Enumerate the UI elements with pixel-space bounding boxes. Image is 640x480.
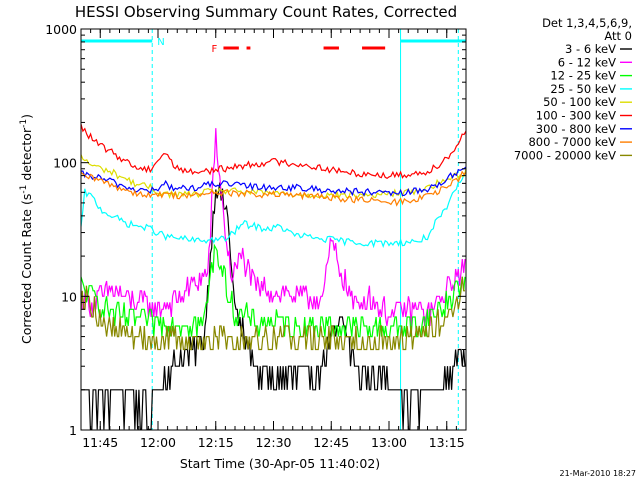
series-line — [81, 170, 466, 207]
x-tick-label: 11:45 — [82, 435, 118, 450]
y-tick-label: 100 — [53, 156, 77, 171]
legend-header-attenuator: Att 0 — [604, 29, 632, 43]
legend-label: 800 - 7000 keV — [528, 135, 616, 149]
series-line — [81, 182, 466, 430]
series-line — [81, 128, 466, 327]
legend-label: 12 - 25 keV — [550, 69, 616, 83]
flag-label: N — [157, 37, 164, 48]
series-line — [81, 166, 466, 197]
x-tick-label: 12:30 — [255, 435, 291, 450]
legend-label: 100 - 300 keV — [536, 109, 616, 123]
x-tick-label: 13:00 — [371, 435, 407, 450]
y-tick-label: 10 — [61, 289, 77, 304]
legend-label: 6 - 12 keV — [558, 55, 616, 69]
y-axis-label: Corrected Count Rate (s-1 detector-1) — [19, 114, 34, 344]
legend-label: 25 - 50 keV — [550, 82, 616, 96]
legend-label: 3 - 6 keV — [565, 42, 616, 56]
chart-title: HESSI Observing Summary Count Rates, Cor… — [75, 3, 457, 21]
x-tick-label: 13:15 — [429, 435, 465, 450]
series-line — [81, 276, 465, 351]
generation-timestamp: 21-Mar-2010 18:27 — [560, 469, 637, 478]
y-axis: 1 10 100 1000 — [45, 22, 466, 438]
series-line — [81, 243, 466, 338]
x-tick-label: 12:15 — [198, 435, 234, 450]
legend-label: 50 - 100 keV — [543, 95, 616, 109]
y-tick-label: 1000 — [45, 22, 77, 37]
x-tick-label: 12:00 — [140, 435, 176, 450]
flag-label: F — [211, 44, 217, 55]
legend-header-detectors: Det 1,3,4,5,6,9, — [542, 16, 632, 30]
series-line — [81, 173, 466, 249]
legend-label: 300 - 800 keV — [536, 122, 616, 136]
x-axis-label: Start Time (30-Apr-05 11:40:02) — [180, 456, 380, 471]
series-line — [81, 124, 466, 180]
legend-label: 7000 - 20000 keV — [514, 148, 616, 162]
y-tick-label: 1 — [69, 423, 77, 438]
x-axis: 11:45 12:00 12:15 12:30 12:45 13:00 13:15 — [80, 29, 467, 450]
x-tick-label: 12:45 — [313, 435, 349, 450]
